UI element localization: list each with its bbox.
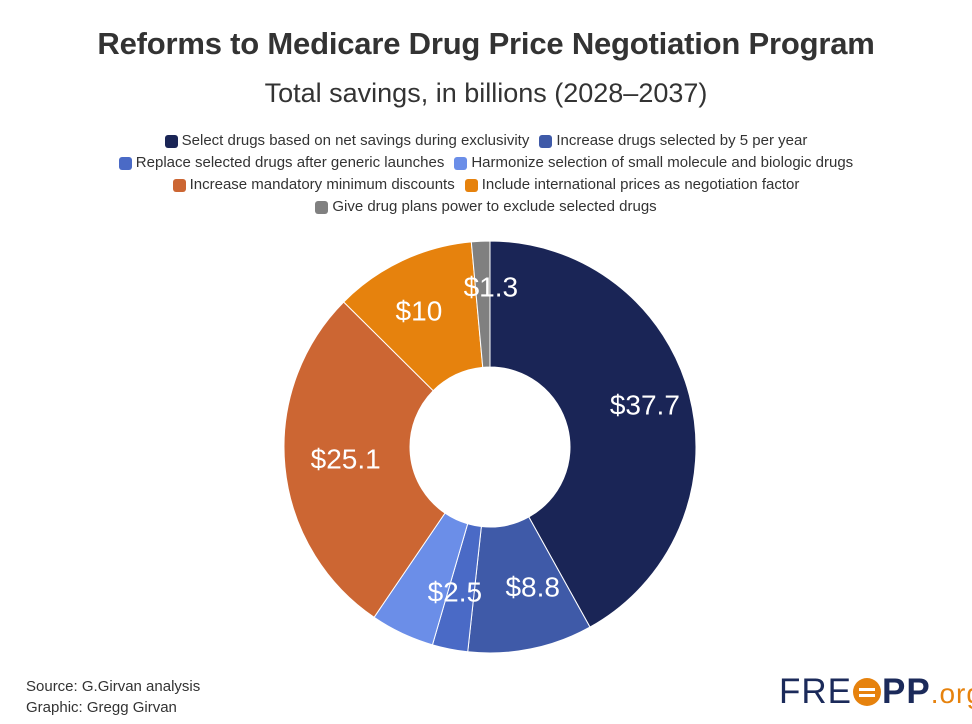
donut-labels: $37.7 $8.8 $2.5 $25.1 $10 $1.3 <box>311 272 680 608</box>
legend-row: Give drug plans power to exclude selecte… <box>60 197 912 217</box>
legend-item[interactable]: Give drug plans power to exclude selecte… <box>315 197 657 217</box>
legend-swatch <box>464 178 478 192</box>
logo-text-right: .org <box>930 678 972 709</box>
legend-swatch <box>315 200 329 214</box>
legend-label: Harmonize selection of small molecule an… <box>471 154 854 171</box>
donut-slice[interactable] <box>342 241 484 392</box>
slice-data-label: $1.3 <box>464 272 519 303</box>
legend-swatch <box>118 156 132 170</box>
legend-row: Replace selected drugs after generic lau… <box>60 153 912 173</box>
graphic-credit: Graphic: Gregg Girvan <box>26 699 177 716</box>
legend-item[interactable]: Replace selected drugs after generic lau… <box>118 153 445 173</box>
slice-data-label: $37.7 <box>610 389 680 420</box>
legend-swatch <box>164 134 178 148</box>
legend-swatch <box>172 178 186 192</box>
legend-label: Increase mandatory minimum discounts <box>189 176 455 193</box>
slice-data-label: $8.8 <box>505 572 560 603</box>
legend-item[interactable]: Harmonize selection of small molecule an… <box>454 153 853 173</box>
chart-title: Reforms to Medicare Drug Price Negotiati… <box>97 26 875 61</box>
legend-row: Increase mandatory minimum discounts Inc… <box>60 175 912 195</box>
legend-label: Select drugs based on net savings during… <box>181 132 530 149</box>
donut-slice[interactable] <box>470 240 491 368</box>
freopp-logo: FRE PP .org <box>779 672 972 712</box>
chart-subtitle: Total savings, in billions (2028–2037) <box>264 78 708 108</box>
legend-row: Select drugs based on net savings during… <box>60 131 912 151</box>
logo-text-mid: PP <box>882 672 931 711</box>
legend-item[interactable]: Include international prices as negotiat… <box>464 175 800 195</box>
legend-label: Replace selected drugs after generic lau… <box>135 154 445 171</box>
donut-slice[interactable] <box>489 240 697 628</box>
legend-item[interactable]: Increase drugs selected by 5 per year <box>539 131 807 151</box>
legend-label: Increase drugs selected by 5 per year <box>556 132 808 149</box>
donut-slices <box>283 240 697 654</box>
legend-swatch <box>454 156 468 170</box>
slice-data-label: $25.1 <box>311 443 381 474</box>
chart-legend: Select drugs based on net savings during… <box>60 131 912 217</box>
slice-data-label: $10 <box>396 296 443 327</box>
legend-swatch <box>539 134 553 148</box>
legend-item[interactable]: Select drugs based on net savings during… <box>164 131 530 151</box>
logo-o-icon <box>853 678 881 706</box>
legend-label: Give drug plans power to exclude selecte… <box>332 198 657 215</box>
logo-text-left: FRE <box>779 672 852 711</box>
legend-item[interactable]: Increase mandatory minimum discounts <box>172 175 455 195</box>
donut-slice[interactable] <box>283 301 446 618</box>
chart-footer: Source: G.Girvan analysis Graphic: Gregg… <box>26 676 200 718</box>
slice-data-label: $2.5 <box>428 577 483 608</box>
source-note: Source: G.Girvan analysis <box>26 678 201 695</box>
legend-label: Include international prices as negotiat… <box>481 176 800 193</box>
